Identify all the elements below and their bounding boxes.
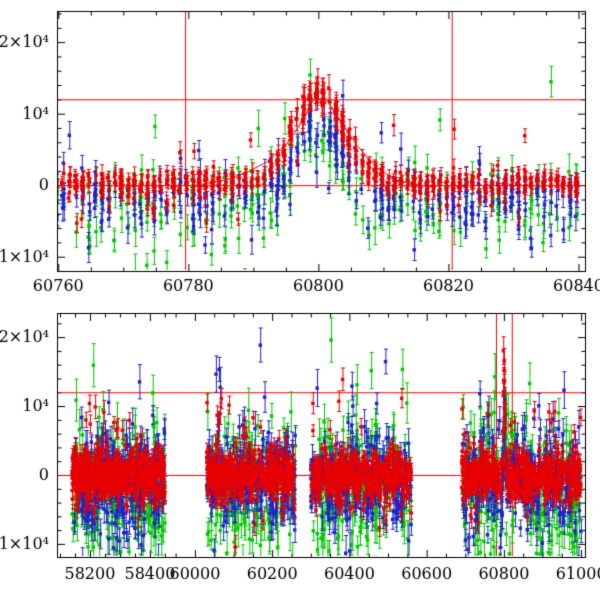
top-panel-chart [0,0,600,300]
bottom-panel-chart [0,300,600,600]
